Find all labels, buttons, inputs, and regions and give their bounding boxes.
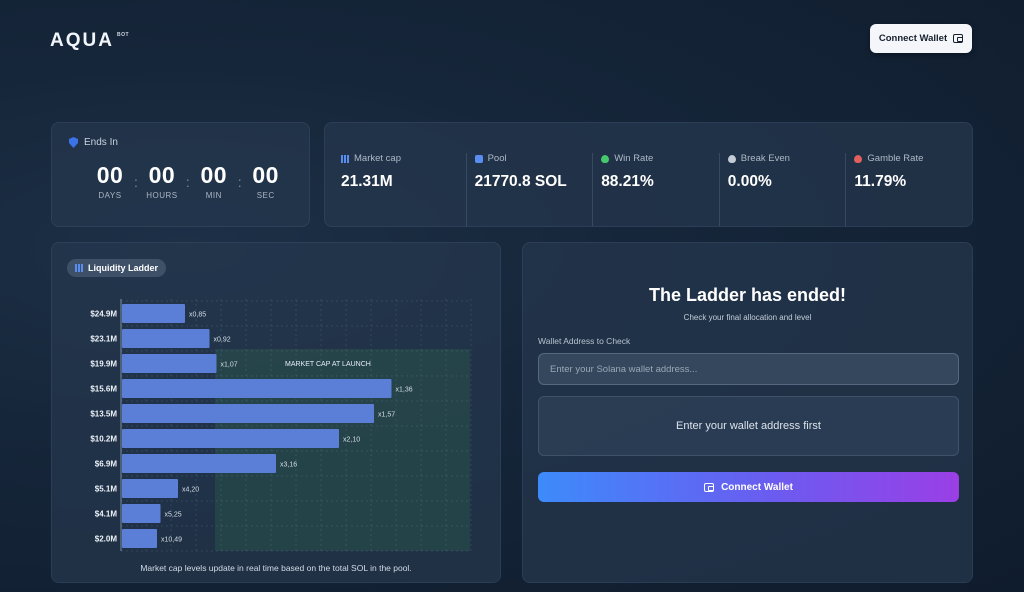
win-flame-icon — [601, 154, 610, 163]
countdown-title: Ends In — [84, 137, 118, 148]
days-label: DAYS — [98, 191, 122, 200]
separator-dot: : — [134, 174, 138, 190]
tick-label: $15.6M — [90, 385, 117, 394]
ladder-bar — [122, 304, 185, 323]
sec-label: SEC — [256, 191, 275, 200]
bar-value-label: x0,85 — [189, 312, 206, 319]
logo-sup: BOT — [116, 32, 130, 38]
stat-label: Break Even — [740, 153, 790, 164]
bar-value-label: x3,16 — [280, 462, 297, 469]
bar-value-label: x2,10 — [343, 437, 360, 444]
ladder-bar — [122, 504, 161, 523]
tick-label: $2.0M — [95, 535, 118, 544]
panel-subtitle: Check your final allocation and level — [683, 313, 812, 322]
stat-header: Market cap — [341, 153, 466, 164]
bar-value-label: x1,36 — [396, 387, 413, 394]
ladder-bar — [122, 354, 217, 373]
stat-label: Market cap — [354, 153, 401, 164]
stat-label: Win Rate — [614, 153, 654, 164]
connect-wallet-label: Connect Wallet — [721, 481, 793, 493]
tick-label: $23.1M — [90, 335, 117, 344]
stat-value: 88.21% — [601, 173, 654, 190]
shield-icon — [69, 137, 78, 148]
ladder-bar — [122, 454, 276, 473]
countdown-days: 00 DAYS — [90, 162, 130, 200]
header-connect-wallet-button[interactable]: Connect Wallet — [870, 24, 972, 53]
countdown-min: 00 MIN — [194, 162, 234, 200]
days-value: 00 — [96, 162, 124, 188]
countdown-card: Ends In 00 DAYS : 00 HOURS : 00 MIN : 00… — [51, 122, 310, 227]
ladder-bar — [122, 329, 210, 348]
panel-title: The Ladder has ended! — [648, 285, 847, 305]
gamble-flame-icon — [854, 154, 863, 163]
stat-value: 11.79% — [854, 173, 907, 190]
hours-label: HOURS — [146, 191, 178, 200]
chip-label: Liquidity Ladder — [88, 263, 159, 273]
launch-zone-label: MARKET CAP AT LAUNCH — [285, 361, 371, 368]
stat-break-even: Break Even 0.00% — [718, 153, 846, 226]
stat-label: Pool — [487, 153, 507, 164]
result-panel: The Ladder has ended! Check your final a… — [522, 242, 973, 583]
ladder-bar — [122, 529, 157, 548]
logo-text: AQUA — [50, 30, 114, 51]
countdown-header: Ends In — [69, 137, 118, 148]
tick-label: $5.1M — [95, 485, 118, 494]
bar-chart-icon — [75, 264, 83, 272]
tick-label: $6.9M — [95, 460, 118, 469]
bar-value-label: x1,57 — [378, 412, 395, 419]
bar-value-label: x0,92 — [214, 337, 231, 344]
stat-header: Gamble Rate — [854, 153, 972, 164]
stat-header: Break Even — [727, 153, 846, 164]
wallet-icon — [704, 482, 715, 492]
bar-value-label: x10,49 — [161, 537, 182, 544]
ladder-bar — [122, 479, 178, 498]
countdown-hours: 00 HOURS — [142, 162, 182, 200]
ladder-bar — [122, 379, 392, 398]
bar-value-label: x1,07 — [221, 362, 238, 369]
result-notice: Enter your wallet address first — [538, 396, 959, 456]
ladder-bar — [122, 404, 374, 423]
stat-value: 21.31M — [341, 173, 393, 190]
wallet-field-label: Wallet Address to Check — [538, 336, 631, 346]
wallet-icon — [953, 34, 964, 43]
bar-chart-icon — [341, 154, 349, 163]
stat-value: 0.00% — [727, 173, 772, 190]
chart-footnote: Market cap levels update in real time ba… — [140, 563, 412, 573]
tick-label: $19.9M — [90, 360, 117, 369]
notice-text: Enter your wallet address first — [676, 420, 821, 432]
countdown-timer: 00 DAYS : 00 HOURS : 00 MIN : 00 SEC — [90, 162, 286, 200]
aqua-logo: AQUA BOT — [50, 30, 129, 52]
connect-wallet-label: Connect Wallet — [878, 33, 948, 44]
min-value: 00 — [200, 162, 228, 188]
hours-value: 00 — [148, 162, 176, 188]
liquidity-ladder-chip: Liquidity Ladder — [67, 259, 167, 277]
stat-win-rate: Win Rate 88.21% — [592, 153, 719, 226]
stat-pool: Pool 21770.8 SOL — [465, 153, 593, 226]
separator-dot: : — [185, 174, 190, 190]
min-label: MIN — [205, 191, 222, 200]
bar-value-label: x4,20 — [182, 487, 199, 494]
tick-label: $13.5M — [90, 410, 117, 419]
stat-header: Win Rate — [601, 153, 719, 164]
stat-label: Gamble Rate — [867, 153, 924, 164]
liquidity-ladder-card: Liquidity Ladder MARKET CAP AT LAUNCH $24… — [51, 242, 501, 583]
stat-header: Pool — [474, 153, 593, 164]
sec-value: 00 — [252, 162, 279, 188]
stat-value: 21770.8 SOL — [474, 173, 567, 190]
liquidity-ladder-chart: MARKET CAP AT LAUNCH $24.9M x0,85 $23.1M x0,… — [90, 299, 472, 552]
separator-dot: : — [237, 174, 242, 190]
stats-card: Market cap 21.31M Pool 21770.8 SOL Win R… — [324, 122, 973, 227]
wallet-address-input[interactable] — [538, 353, 959, 385]
bar-value-label: x5,25 — [165, 512, 182, 519]
tick-label: $24.9M — [90, 310, 117, 319]
tick-label: $10.2M — [90, 435, 117, 444]
connect-wallet-button[interactable]: Connect Wallet — [538, 472, 959, 502]
stat-market-cap: Market cap 21.31M — [339, 153, 466, 226]
stat-gamble-rate: Gamble Rate 11.79% — [845, 153, 972, 226]
pool-icon — [474, 154, 483, 163]
ladder-bar — [122, 429, 339, 448]
tick-label: $4.1M — [95, 510, 118, 519]
countdown-sec: 00 SEC — [246, 162, 286, 200]
break-even-flame-icon — [727, 154, 736, 163]
